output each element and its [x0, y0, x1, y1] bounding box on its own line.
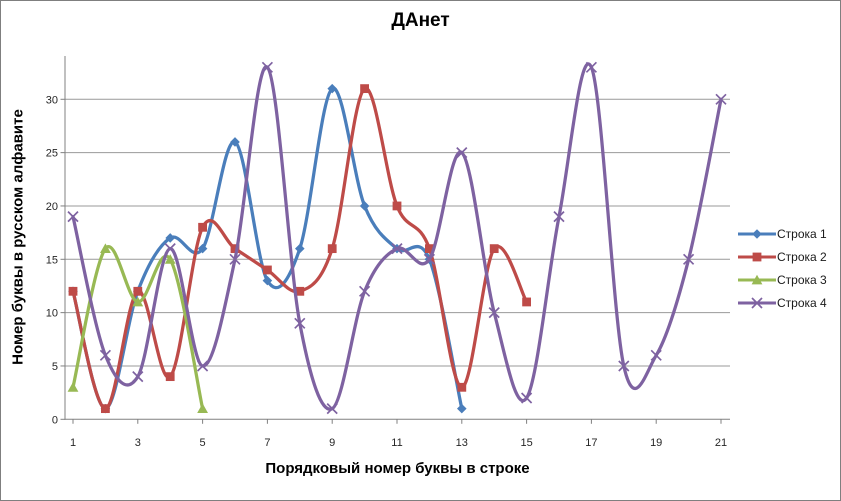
x-tick-label: 21 [715, 437, 727, 449]
x-marker [164, 243, 176, 255]
series-line-4 [71, 62, 723, 411]
square-marker [327, 244, 337, 254]
y-tick-label: 30 [46, 94, 58, 106]
x-marker [196, 360, 209, 372]
legend-item-label: Строка 1 [777, 227, 827, 241]
x-tick-label: 1 [70, 437, 76, 449]
diamond-marker [457, 403, 467, 414]
x-axis-title: Порядковый номер буквы в строке [265, 460, 530, 477]
x-marker [99, 349, 112, 361]
square-marker [425, 244, 434, 254]
square-marker [522, 297, 531, 307]
triangle-marker [100, 243, 111, 254]
x-marker [520, 392, 533, 404]
diamond-marker [262, 275, 273, 286]
square-marker [165, 372, 175, 382]
x-marker [456, 147, 468, 159]
y-tick-label: 10 [46, 308, 58, 320]
x-marker [682, 253, 695, 265]
y-tick-label: 0 [52, 414, 58, 426]
legend-item-label: Строка 2 [777, 250, 827, 264]
square-marker [68, 286, 78, 296]
x-tick-label: 5 [200, 437, 206, 449]
x-marker [585, 61, 598, 73]
x-marker [423, 253, 436, 265]
triangle-marker [164, 254, 176, 264]
square-marker [101, 404, 110, 414]
diamond-marker [327, 83, 337, 94]
x-marker [650, 349, 662, 361]
x-marker [67, 211, 79, 223]
x-marker [326, 403, 338, 415]
x-marker [488, 307, 500, 319]
diamond-marker [752, 229, 762, 239]
legend-item-4: Строка 4 [738, 296, 827, 310]
x-tick-label: 7 [264, 437, 270, 449]
square-marker [295, 286, 305, 296]
legend-diamond-glyph [738, 229, 776, 239]
legend-item-3: Строка 3 [738, 273, 827, 287]
x-marker [618, 360, 630, 372]
x-tick-label: 13 [456, 437, 468, 449]
x-tick-label: 15 [520, 437, 532, 449]
y-tick-label: 25 [46, 148, 58, 160]
y-axis-title: Номер буквы в русском алфавите [9, 109, 27, 365]
x-tick-label: 9 [329, 437, 335, 449]
square-marker [392, 201, 402, 211]
x-tick-label: 19 [650, 437, 662, 449]
x-tick-label: 11 [391, 437, 402, 449]
y-tick-label: 20 [46, 201, 58, 213]
legend-triangle-glyph [738, 274, 776, 285]
x-marker [553, 211, 565, 223]
x-marker [294, 317, 306, 329]
legend-item-2: Строка 2 [738, 250, 827, 264]
diamond-marker [197, 243, 208, 254]
diamond-marker [359, 201, 370, 211]
diamond-marker [230, 137, 240, 147]
square-marker [360, 84, 369, 94]
y-tick-label: 5 [52, 361, 58, 373]
chart-title: ДАнет [391, 10, 450, 31]
x-marker [132, 371, 144, 383]
x-marker [229, 253, 241, 265]
y-tick-label: 15 [46, 254, 58, 266]
square-marker [752, 252, 762, 262]
triangle-marker [132, 296, 144, 307]
square-marker [457, 382, 467, 392]
x-marker [391, 243, 403, 255]
legend: Строка 1 Строка 2 Строка 3 Строка 4 [738, 227, 827, 310]
x-marker [715, 93, 727, 105]
legend-square-glyph [738, 252, 776, 262]
legend-item-label: Строка 4 [777, 296, 827, 310]
x-marker [751, 297, 763, 309]
legend-item-1: Строка 1 [738, 227, 827, 241]
square-marker [133, 286, 143, 296]
legend-x-glyph [738, 297, 776, 309]
x-marker [358, 285, 371, 297]
diamond-marker [165, 233, 175, 243]
triangle-marker [751, 274, 763, 285]
x-tick-label: 17 [585, 437, 597, 449]
square-marker [198, 222, 207, 232]
square-marker [489, 244, 499, 254]
x-marker [261, 61, 274, 73]
triangle-marker [67, 382, 79, 392]
legend-item-label: Строка 3 [777, 273, 827, 287]
x-tick-label: 3 [135, 437, 141, 449]
diamond-marker [295, 243, 305, 254]
square-marker [263, 265, 272, 275]
square-marker [230, 244, 240, 254]
triangle-marker [197, 403, 208, 414]
